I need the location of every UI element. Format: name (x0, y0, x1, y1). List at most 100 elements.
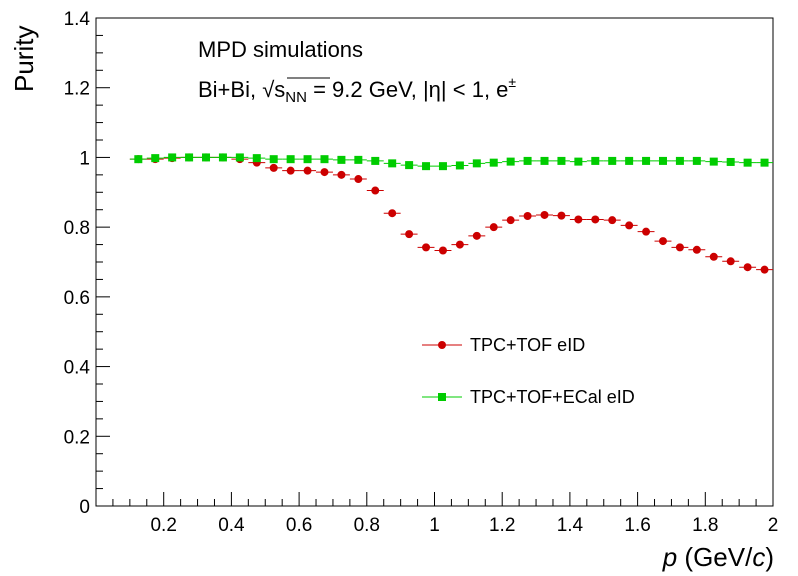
data-point (489, 223, 498, 232)
data-point (252, 154, 261, 163)
data-point (574, 157, 583, 166)
data-point (692, 156, 701, 165)
data-point (625, 156, 634, 165)
series-tpc-tof (129, 153, 773, 274)
data-point (371, 186, 380, 195)
data-point (438, 162, 447, 171)
x-tick-label: 0.2 (150, 515, 176, 536)
legend-label-tpc-tof-ecal: TPC+TOF+ECal eID (470, 387, 635, 407)
y-tick-label: 0.8 (64, 218, 90, 239)
data-point (269, 163, 278, 172)
data-point (354, 155, 363, 164)
data-point (540, 210, 549, 219)
legend-marker-tpc-tof-ecal (438, 393, 446, 401)
legend: TPC+TOF eID TPC+TOF+ECal eID (422, 335, 635, 407)
data-point (320, 168, 329, 177)
data-point (337, 170, 346, 179)
annotation-mid2: | < 1, e (441, 77, 508, 102)
data-point (405, 230, 414, 239)
data-point (134, 155, 143, 164)
data-point (269, 155, 278, 164)
y-tick-label: 0.4 (64, 358, 91, 379)
annotation-mid: = 9.2 GeV, | (307, 77, 429, 102)
data-point (658, 156, 667, 165)
data-point (608, 216, 617, 225)
data-point (235, 153, 244, 162)
data-point (388, 209, 397, 218)
data-point (540, 156, 549, 165)
legend-label-tpc-tof: TPC+TOF eID (470, 335, 585, 355)
data-point (574, 215, 583, 224)
data-point (760, 265, 769, 274)
data-point (371, 156, 380, 165)
y-tick-label: 0 (79, 497, 90, 518)
data-point (303, 166, 312, 175)
y-tick-label: 0.2 (64, 427, 90, 448)
data-point (337, 155, 346, 164)
annotation-line2: Bi+Bi, √sNN = 9.2 GeV, |η| < 1, e± (198, 74, 516, 106)
data-point (303, 155, 312, 164)
data-point (455, 240, 464, 249)
x-tick-label: 1.6 (624, 515, 650, 536)
legend-marker-tpc-tof (438, 341, 446, 349)
x-tick-label: 0.4 (218, 515, 245, 536)
annotation-superscript: ± (508, 74, 516, 90)
data-point (506, 157, 515, 166)
x-tick-label: 1 (429, 515, 440, 536)
data-point (286, 166, 295, 175)
data-point (320, 155, 329, 164)
y-tick-label: 1.4 (64, 9, 91, 30)
annotation-line1: MPD simulations (198, 37, 363, 62)
sqrt-subscript: NN (285, 89, 307, 106)
data-point (489, 158, 498, 167)
data-point (506, 216, 515, 225)
x-title-var: p (662, 542, 677, 572)
data-point (608, 156, 617, 165)
x-tick-label: 1.2 (489, 515, 515, 536)
data-point (726, 157, 735, 166)
data-point (675, 156, 684, 165)
data-point (354, 175, 363, 184)
x-tick-label: 0.6 (286, 515, 312, 536)
data-point (743, 158, 752, 167)
data-point (692, 245, 701, 254)
data-point (388, 159, 397, 168)
data-point (422, 243, 431, 252)
y-axis-title: Purity (9, 26, 39, 92)
data-point (286, 155, 295, 164)
data-point (422, 162, 431, 171)
data-point (709, 252, 718, 261)
data-point (523, 211, 532, 220)
data-point (472, 231, 481, 240)
data-point (642, 156, 651, 165)
data-point (709, 157, 718, 166)
data-point (168, 153, 177, 162)
x-tick-label: 2 (768, 515, 779, 536)
eta-symbol: η (429, 77, 441, 102)
x-tick-label: 1.4 (557, 515, 584, 536)
series-tpc-tof-ecal (129, 153, 773, 171)
data-point (218, 153, 227, 162)
x-axis-title: p (GeV/c) (662, 542, 774, 572)
sqrt-symbol: √ (262, 77, 275, 102)
data-point (405, 161, 414, 170)
data-point (743, 263, 752, 272)
y-tick-label: 1.2 (64, 79, 90, 100)
x-title-pre-unit: (GeV/ (677, 542, 753, 572)
x-tick-label: 1.8 (692, 515, 718, 536)
data-point (185, 153, 194, 162)
data-point (557, 211, 566, 220)
annotation-prefix: Bi+Bi, (198, 77, 262, 102)
x-title-post-unit: ) (765, 542, 774, 572)
data-point (557, 156, 566, 165)
data-point (760, 158, 769, 167)
sqrt-s: s (274, 77, 285, 102)
data-point (523, 156, 532, 165)
x-title-unit-var: c (752, 542, 765, 572)
data-point (625, 221, 634, 230)
data-point (675, 243, 684, 252)
data-point (726, 257, 735, 266)
data-point (472, 159, 481, 168)
data-point (642, 227, 651, 236)
